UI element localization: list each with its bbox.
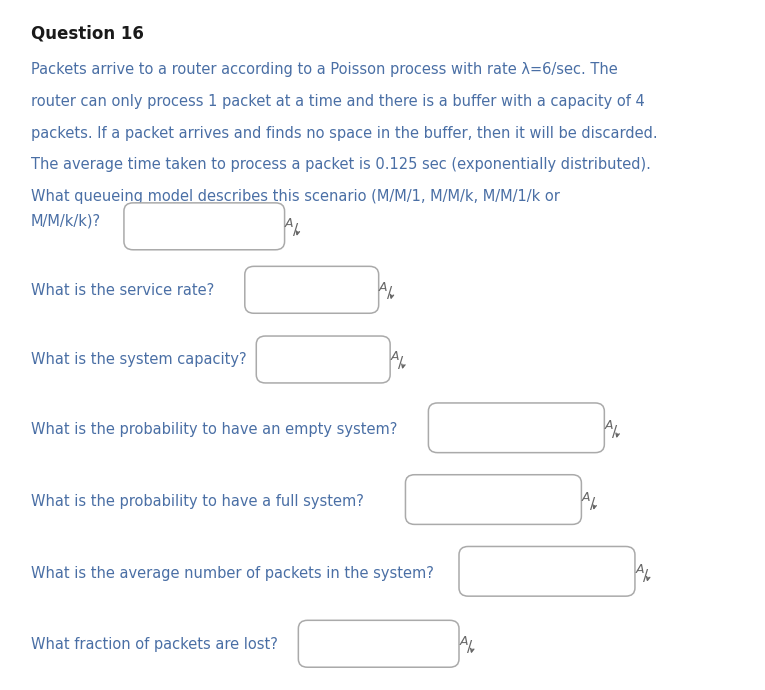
- Text: What is the service rate?: What is the service rate?: [31, 283, 214, 298]
- FancyBboxPatch shape: [298, 620, 459, 667]
- Text: Question 16: Question 16: [31, 24, 144, 42]
- Text: The average time taken to process a packet is 0.125 sec (exponentially distribut: The average time taken to process a pack…: [31, 157, 650, 172]
- Text: What is the system capacity?: What is the system capacity?: [31, 352, 246, 367]
- Text: A: A: [604, 420, 614, 432]
- Text: What is the probability to have an empty system?: What is the probability to have an empty…: [31, 422, 397, 437]
- Text: /: /: [643, 569, 648, 584]
- Text: /: /: [387, 286, 392, 302]
- Text: /: /: [590, 497, 594, 512]
- Text: What fraction of packets are lost?: What fraction of packets are lost?: [31, 637, 278, 652]
- Text: What queueing model describes this scenario (M/M/1, M/M/k, M/M/1/k or: What queueing model describes this scena…: [31, 189, 559, 204]
- Text: A: A: [285, 217, 294, 230]
- FancyBboxPatch shape: [124, 203, 285, 250]
- Text: A: A: [390, 351, 399, 363]
- Text: router can only process 1 packet at a time and there is a buffer with a capacity: router can only process 1 packet at a ti…: [31, 94, 644, 109]
- Text: packets. If a packet arrives and finds no space in the buffer, then it will be d: packets. If a packet arrives and finds n…: [31, 126, 657, 141]
- Text: A: A: [581, 491, 591, 504]
- FancyBboxPatch shape: [405, 475, 581, 524]
- FancyBboxPatch shape: [428, 403, 604, 453]
- Text: A: A: [379, 281, 388, 293]
- Text: A: A: [635, 563, 644, 575]
- FancyBboxPatch shape: [459, 546, 635, 596]
- Text: /: /: [467, 640, 472, 656]
- Text: /: /: [613, 425, 617, 440]
- FancyBboxPatch shape: [256, 336, 390, 383]
- Text: What is the probability to have a full system?: What is the probability to have a full s…: [31, 494, 363, 509]
- Text: M/M/k/k)?: M/M/k/k)?: [31, 214, 101, 229]
- Text: What is the average number of packets in the system?: What is the average number of packets in…: [31, 566, 434, 581]
- FancyBboxPatch shape: [245, 266, 379, 313]
- Text: /: /: [399, 356, 403, 371]
- Text: /: /: [293, 223, 298, 238]
- Text: A: A: [459, 635, 468, 647]
- Text: Packets arrive to a router according to a Poisson process with rate λ=6/sec. The: Packets arrive to a router according to …: [31, 62, 617, 77]
